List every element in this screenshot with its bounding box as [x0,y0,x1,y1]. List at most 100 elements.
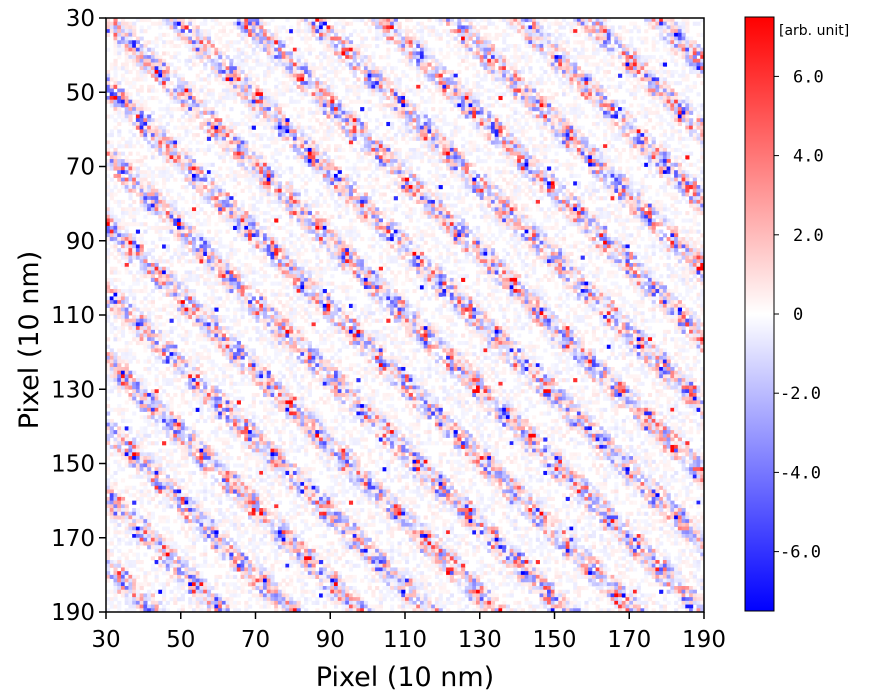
heatmap-cell [327,115,331,119]
heatmap-cell [368,137,372,141]
heatmap-cell [211,92,215,96]
heatmap-cell [327,181,331,185]
heatmap-cell [435,148,439,152]
heatmap-cell [315,29,319,33]
heatmap-cell [207,44,211,48]
heatmap-cell [614,89,618,93]
heatmap-cell [244,63,248,67]
heatmap-cell [136,167,140,171]
heatmap-cell [181,74,185,78]
heatmap-cell [248,174,252,178]
heatmap-cell [140,51,144,55]
heatmap-cell [383,40,387,44]
heatmap-cell [487,137,491,141]
heatmap-cell [622,44,626,48]
heatmap-cell [577,66,581,70]
heatmap-cell [547,63,551,67]
heatmap-cell [420,37,424,41]
heatmap-cell [510,74,514,78]
heatmap-cell [592,29,596,33]
heatmap-cell [697,159,701,163]
heatmap-cell [237,137,241,141]
heatmap-cell [663,159,667,163]
heatmap-cell [547,122,551,126]
heatmap-cell [633,96,637,100]
heatmap-cell [259,133,263,137]
heatmap-cell [599,155,603,159]
heatmap-cell [383,148,387,152]
heatmap-cell [383,70,387,74]
heatmap-cell [682,25,686,29]
heatmap-cell [469,92,473,96]
heatmap-cell [603,29,607,33]
heatmap-cell [386,89,390,93]
heatmap-cell [360,167,364,171]
heatmap-cell [398,185,402,189]
heatmap-cell [285,51,289,55]
heatmap-cell [409,29,413,33]
heatmap-cell [177,44,181,48]
heatmap-cell [244,25,248,29]
heatmap-cell [125,167,129,171]
heatmap-cell [629,89,633,93]
heatmap-cell [117,51,121,55]
heatmap-cell [341,48,345,52]
heatmap-cell [633,137,637,141]
heatmap-cell [270,92,274,96]
heatmap-cell [547,74,551,78]
heatmap-cell [184,22,188,26]
heatmap-cell [502,29,506,33]
heatmap-cell [226,141,230,145]
heatmap-cell [349,66,353,70]
heatmap-cell [693,59,697,63]
heatmap-cell [297,122,301,126]
heatmap-cell [685,63,689,67]
heatmap-cell [143,48,147,52]
heatmap-cell [203,148,207,152]
heatmap-cell [517,178,521,182]
heatmap-cell [599,174,603,178]
heatmap-cell [173,137,177,141]
heatmap-cell [285,185,289,189]
heatmap-cell [543,181,547,185]
heatmap-cell [110,25,114,29]
heatmap-cell [203,111,207,115]
heatmap-cell [390,122,394,126]
heatmap-cell [278,163,282,167]
heatmap-cell [457,115,461,119]
heatmap-cell [353,163,357,167]
heatmap-cell [170,89,174,93]
heatmap-cell [465,40,469,44]
heatmap-cell [349,126,353,130]
heatmap-cell [670,51,674,55]
heatmap-cell [431,59,435,63]
heatmap-cell [510,126,514,130]
heatmap-cell [188,163,192,167]
heatmap-cell [480,126,484,130]
heatmap-cell [308,144,312,148]
heatmap-cell [289,89,293,93]
heatmap-cell [637,25,641,29]
heatmap-cell [211,51,215,55]
heatmap-cell [401,70,405,74]
heatmap-cell [334,144,338,148]
heatmap-cell [667,85,671,89]
heatmap-cell [528,107,532,111]
heatmap-cell [293,141,297,145]
heatmap-cell [263,44,267,48]
heatmap-cell [117,144,121,148]
heatmap-cell [465,51,469,55]
heatmap-cell [678,81,682,85]
heatmap-cell [652,92,656,96]
heatmap-cell [125,40,129,44]
heatmap-cell [577,111,581,115]
heatmap-cell [248,159,252,163]
heatmap-cell [136,70,140,74]
heatmap-cell [566,122,570,126]
heatmap-cell [528,55,532,59]
heatmap-cell [110,22,114,26]
heatmap-cell [629,167,633,171]
heatmap-cell [162,159,166,163]
heatmap-cell [457,44,461,48]
heatmap-cell [416,70,420,74]
